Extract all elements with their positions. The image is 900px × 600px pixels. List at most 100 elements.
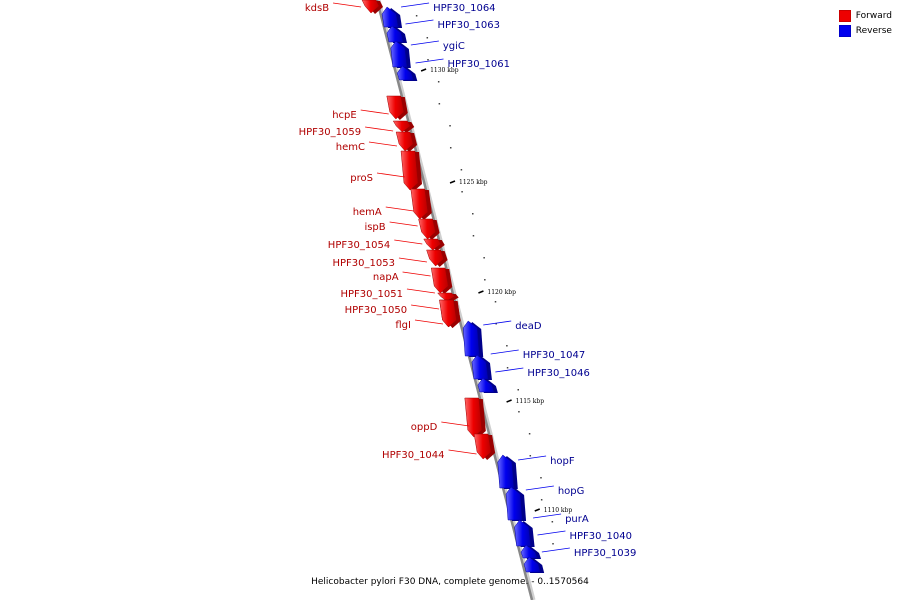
minor-tick (506, 345, 508, 347)
leader-line (360, 109, 389, 115)
gene-HPF30_1061[interactable] (397, 65, 418, 81)
gene-label-ygiC[interactable]: ygiC (443, 41, 465, 52)
gene-label-HPF30_1044[interactable]: HPF30_1044 (382, 450, 444, 461)
gene-label-HPF30_1059[interactable]: HPF30_1059 (299, 127, 361, 138)
gene-HPF30_1059[interactable] (392, 120, 415, 133)
gene-label-hemA[interactable]: hemA (353, 207, 382, 218)
gene-HPF30_1063[interactable] (386, 25, 407, 43)
gene-ygiC[interactable] (390, 40, 411, 68)
genes (361, 0, 545, 573)
leader-line (376, 172, 406, 178)
gene-HPF30_1040[interactable] (520, 544, 542, 559)
minor-tick (528, 433, 531, 435)
gene-deaD[interactable] (462, 320, 484, 357)
gene-hemC[interactable] (395, 131, 418, 152)
minor-tick (449, 147, 452, 149)
gene-label-flgI[interactable]: flgI (395, 320, 411, 331)
leader-line (411, 304, 440, 310)
gene-proS[interactable] (400, 150, 423, 191)
gene-label-oppD[interactable]: oppD (411, 422, 438, 433)
gene-label-HPF30_1039[interactable]: HPF30_1039 (574, 548, 636, 559)
gene-HPF30_1047[interactable] (471, 354, 492, 380)
minor-tick (540, 477, 542, 479)
minor-ticks (415, 15, 554, 545)
gene-hopG[interactable] (505, 486, 527, 521)
gene-HPF30_1039[interactable] (523, 556, 545, 573)
minor-tick (518, 411, 520, 413)
gene-oppD[interactable] (464, 397, 486, 438)
gene-label-purA[interactable]: purA (565, 514, 589, 525)
leader-line (414, 319, 444, 325)
minor-tick (472, 235, 475, 237)
gene-HPF30_1064[interactable] (381, 6, 403, 28)
leader-line (490, 349, 519, 355)
leader-line (483, 320, 512, 326)
minor-tick (494, 301, 497, 303)
gene-napA[interactable] (430, 267, 453, 294)
gene-purA[interactable] (514, 519, 535, 547)
legend-label-forward: Forward (855, 10, 892, 21)
leader-line (537, 530, 566, 536)
leader-line (406, 288, 436, 294)
leader-line (394, 239, 423, 245)
minor-tick (472, 213, 474, 215)
leader-line (518, 455, 547, 461)
gene-hemA[interactable] (410, 188, 432, 220)
gene-label-hopG[interactable]: hopG (558, 486, 585, 497)
gene-label-HPF30_1061[interactable]: HPF30_1061 (448, 59, 510, 70)
gene-HPF30_1054[interactable] (423, 238, 445, 251)
minor-tick (552, 543, 554, 545)
gene-label-proS[interactable]: proS (350, 173, 373, 184)
gene-flgI[interactable] (439, 299, 461, 328)
gene-label-deaD[interactable]: deaD (515, 321, 542, 332)
gene-HPF30_1046[interactable] (477, 377, 498, 393)
gene-label-HPF30_1053[interactable]: HPF30_1053 (332, 258, 394, 269)
gene-hcpE[interactable] (386, 95, 408, 120)
gene-HPF30_1044[interactable] (473, 433, 496, 460)
gene-label-hopF[interactable]: hopF (550, 456, 575, 467)
tick-label: 1110 kbp (544, 507, 573, 514)
major-tick (449, 180, 456, 184)
gene-label-hemC[interactable]: hemC (336, 142, 365, 153)
reverse-swatch (838, 24, 851, 37)
tick-label: 1120 kbp (487, 289, 516, 296)
leader-line (405, 19, 434, 25)
gene-label-HPF30_1050[interactable]: HPF30_1050 (345, 305, 407, 316)
gene-label-HPF30_1063[interactable]: HPF30_1063 (437, 20, 499, 31)
gene-kdsB[interactable] (361, 0, 383, 14)
gene-ispB[interactable] (418, 218, 440, 240)
gene-hopF[interactable] (497, 454, 518, 489)
minor-tick (506, 367, 509, 369)
leader-line (389, 221, 418, 227)
gene-label-ispB[interactable]: ispB (364, 222, 385, 233)
gene-label-HPF30_1064[interactable]: HPF30_1064 (433, 3, 495, 14)
leader-line (385, 206, 414, 212)
minor-tick (484, 279, 486, 281)
minor-tick (426, 37, 429, 39)
gene-label-HPF30_1054[interactable]: HPF30_1054 (328, 240, 390, 251)
gene-label-napA[interactable]: napA (373, 272, 399, 283)
leader-line (525, 485, 554, 491)
minor-tick (529, 455, 532, 457)
gene-label-hcpE[interactable]: hcpE (332, 110, 357, 121)
minor-tick (551, 521, 554, 523)
minor-tick (461, 191, 463, 193)
leader-line (365, 126, 394, 132)
gene-label-HPF30_1040[interactable]: HPF30_1040 (569, 531, 631, 542)
minor-tick (437, 81, 440, 83)
gene-label-HPF30_1047[interactable]: HPF30_1047 (523, 350, 585, 361)
gene-HPF30_1051[interactable] (437, 292, 459, 302)
major-ticks: 1130 kbp 1125 kbp 1120 kbp 1115 kbp 1110 kbp (420, 67, 573, 514)
legend-item-reverse: Reverse (838, 23, 892, 38)
minor-tick (495, 323, 497, 325)
gene-HPF30_1053[interactable] (426, 249, 448, 267)
gene-label-kdsB[interactable]: kdsB (305, 3, 329, 14)
tick-label: 1125 kbp (459, 179, 488, 186)
gene-label-HPF30_1051[interactable]: HPF30_1051 (340, 289, 402, 300)
minor-tick (517, 389, 519, 391)
legend-item-forward: Forward (838, 8, 892, 23)
gene-label-HPF30_1046[interactable]: HPF30_1046 (527, 368, 589, 379)
minor-tick (540, 499, 543, 501)
leader-line (398, 257, 427, 263)
